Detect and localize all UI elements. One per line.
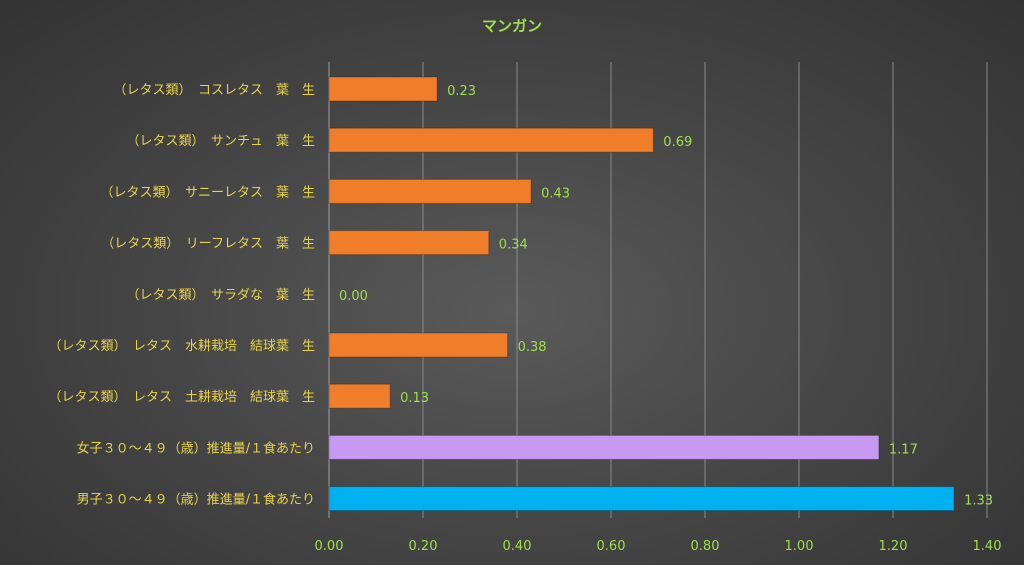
x-tick-label: 0.60: [597, 539, 626, 554]
x-tick-label: 0.80: [691, 539, 720, 554]
data-label: 0.00: [339, 289, 368, 304]
category-label: （レタス類） サラダな 葉 生: [126, 288, 315, 303]
x-tick-label: 1.20: [879, 539, 908, 554]
data-label: 0.69: [663, 135, 692, 150]
data-label: 0.13: [400, 391, 429, 406]
category-label: （レタス類） サニーレタス 葉 生: [100, 185, 315, 200]
bar: [328, 76, 438, 102]
bar-layer: [328, 76, 955, 512]
x-tick-label: 0.40: [503, 539, 532, 554]
bar: [328, 230, 490, 256]
x-tick-label: 0.00: [315, 539, 344, 554]
bar: [328, 332, 509, 358]
data-label: 1.33: [964, 494, 993, 509]
bar: [328, 486, 955, 512]
data-label: 0.34: [499, 238, 528, 253]
bar: [328, 383, 391, 409]
x-tick-label: 1.00: [785, 539, 814, 554]
data-label: 0.23: [447, 84, 476, 99]
bar: [328, 178, 532, 204]
data-label: 1.17: [889, 442, 918, 457]
category-label: （レタス類） レタス 土耕栽培 結球葉 生: [48, 389, 315, 405]
category-label: （レタス類） サンチュ 葉 生: [126, 134, 315, 149]
label-layer: 0.00 0.20 0.40 0.60 0.80 1.00 1.20 1.40 （レタス類） コ…: [48, 83, 1001, 554]
x-tick-label: 1.40: [973, 539, 1002, 554]
bar: [328, 127, 654, 153]
x-tick-label: 0.20: [409, 539, 438, 554]
category-label: 女子３０～４９（歳）推進量/１食あたり: [77, 440, 315, 456]
data-label: 0.43: [541, 186, 570, 201]
chart-title: マンガン: [482, 17, 542, 35]
data-label: 0.38: [518, 340, 547, 355]
category-label: （レタス類） レタス 水耕栽培 結球葉 生: [48, 338, 315, 354]
category-label: （レタス類） リーフレタス 葉 生: [101, 237, 315, 252]
category-label: （レタス類） コスレタス 葉 生: [113, 83, 315, 98]
category-label: 男子３０～４９（歳）推進量/１食あたり: [77, 492, 315, 508]
bar: [328, 434, 880, 460]
